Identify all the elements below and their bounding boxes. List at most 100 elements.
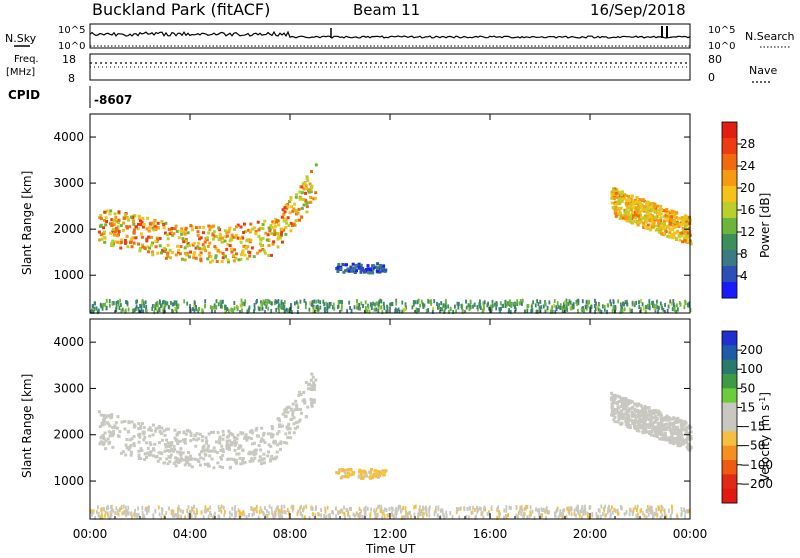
echo-cell xyxy=(243,512,246,517)
echo-cell xyxy=(430,299,432,304)
echo-cell xyxy=(672,215,676,219)
echo-cell xyxy=(299,510,302,515)
echo-cell xyxy=(626,421,630,425)
echo-cell xyxy=(198,237,202,241)
x-tick-label: 00:00 xyxy=(73,527,108,541)
echo-cell xyxy=(320,508,322,512)
echo-cell xyxy=(645,414,649,417)
echo-cell xyxy=(258,249,262,253)
echo-cell xyxy=(148,441,152,445)
colorbar-swatch xyxy=(722,445,737,461)
echo-cell xyxy=(304,184,308,188)
echo-cell xyxy=(240,511,242,516)
colorbar-swatch xyxy=(722,488,737,504)
echo-cell xyxy=(647,406,651,410)
echo-cell xyxy=(134,236,138,240)
echo-cell xyxy=(665,416,669,420)
echo-cell xyxy=(431,309,434,314)
echo-cell xyxy=(672,226,676,230)
echo-cell xyxy=(196,230,200,234)
echo-cell xyxy=(358,506,361,511)
echo-cell xyxy=(663,423,667,427)
echo-cell xyxy=(285,307,288,312)
echo-cell xyxy=(163,306,166,311)
echo-cell xyxy=(526,308,529,313)
echo-cell xyxy=(112,432,116,436)
echo-cell xyxy=(167,304,170,309)
echo-cell xyxy=(675,211,679,215)
colorbar-swatch xyxy=(722,122,737,139)
echo-cell xyxy=(180,257,184,261)
echo-cell xyxy=(498,512,501,517)
echo-cell xyxy=(624,209,628,213)
echo-cell xyxy=(433,510,436,515)
echo-cell xyxy=(151,306,154,311)
echo-cell xyxy=(177,249,181,253)
echo-cell xyxy=(382,469,386,473)
echo-cell xyxy=(103,508,106,513)
echo-cell xyxy=(621,402,625,406)
echo-cell xyxy=(173,227,177,231)
echo-cell xyxy=(190,457,194,461)
echo-cell xyxy=(638,305,641,309)
echo-cell xyxy=(155,302,158,307)
echo-cell xyxy=(373,472,377,476)
echo-cell xyxy=(602,512,604,517)
echo-cell xyxy=(108,299,111,303)
echo-cell xyxy=(223,229,227,233)
echo-cell xyxy=(100,512,103,517)
echo-cell xyxy=(197,437,201,441)
echo-cell xyxy=(495,301,498,305)
echo-cell xyxy=(335,471,339,475)
echo-cell xyxy=(631,300,634,305)
echo-cell xyxy=(308,307,311,312)
echo-cell xyxy=(153,442,157,446)
echo-cell xyxy=(297,302,299,306)
echo-cell xyxy=(383,514,386,519)
echo-cell xyxy=(349,306,351,310)
echo-cell xyxy=(423,511,425,516)
echo-cell xyxy=(551,305,553,310)
echo-cell xyxy=(519,505,522,510)
echo-cell xyxy=(162,461,166,465)
echo-cell xyxy=(260,426,264,430)
echo-cell xyxy=(640,205,644,209)
x-tick-label: 04:00 xyxy=(173,527,208,541)
echo-cell xyxy=(110,507,113,512)
echo-cell xyxy=(232,458,236,462)
echo-cell xyxy=(629,309,632,314)
echo-cell xyxy=(187,505,190,510)
echo-cell xyxy=(114,421,118,425)
echo-cell xyxy=(629,208,633,212)
echo-cell xyxy=(538,508,540,513)
echo-cell xyxy=(356,299,358,303)
echo-cell xyxy=(652,303,654,308)
echo-cell xyxy=(124,505,127,510)
echo-cell xyxy=(175,303,178,308)
echo-cell xyxy=(202,444,206,448)
echo-cell xyxy=(142,432,146,436)
echo-cell xyxy=(359,306,361,311)
echo-cell xyxy=(310,378,313,382)
echo-cell xyxy=(385,309,388,314)
echo-cell xyxy=(315,305,318,310)
echo-cell xyxy=(148,505,150,510)
echo-cell xyxy=(559,509,562,514)
echo-cell xyxy=(299,411,303,415)
echo-cell xyxy=(610,411,614,415)
echo-cell xyxy=(145,305,148,309)
echo-cell xyxy=(179,447,183,451)
echo-cell xyxy=(125,216,129,220)
echo-cell xyxy=(271,457,275,461)
echo-cell xyxy=(615,394,619,398)
echo-cell xyxy=(677,440,680,444)
echo-cell xyxy=(649,510,652,515)
echo-cell xyxy=(658,230,662,234)
echo-cell xyxy=(633,211,636,214)
echo-cell xyxy=(535,507,537,512)
echo-cell xyxy=(225,247,229,251)
echo-cell xyxy=(227,443,231,447)
echo-cell xyxy=(377,308,380,313)
echo-cell xyxy=(336,265,340,269)
